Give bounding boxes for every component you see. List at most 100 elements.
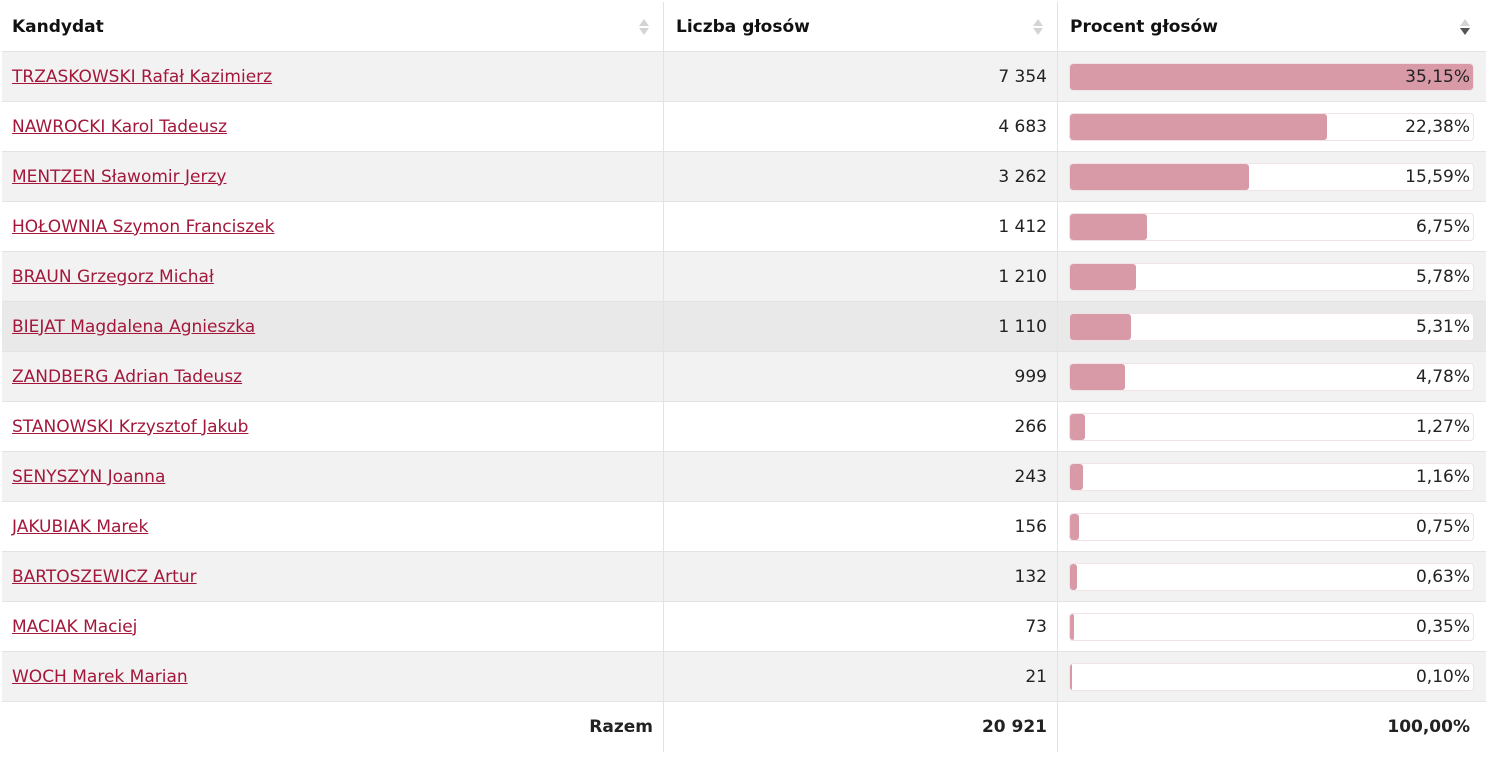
- table-row: HOŁOWNIA Szymon Franciszek 1 412 6,75%: [2, 202, 1486, 252]
- percent-bar-fill: [1070, 563, 1078, 590]
- candidate-link[interactable]: ZANDBERG Adrian Tadeusz: [12, 366, 243, 387]
- header-votes[interactable]: Liczba głosów: [664, 2, 1058, 51]
- votes-cell: 243: [664, 452, 1058, 501]
- candidate-cell: WOCH Marek Marian: [2, 652, 664, 701]
- header-percent[interactable]: Procent głosów: [1058, 2, 1486, 51]
- percent-cell: 15,59%: [1058, 152, 1486, 201]
- percent-bar-fill: [1070, 263, 1137, 290]
- votes-cell: 1 412: [664, 202, 1058, 251]
- percent-bar: 22,38%: [1069, 112, 1474, 141]
- table-row: BIEJAT Magdalena Agnieszka 1 110 5,31%: [2, 302, 1486, 352]
- candidate-link[interactable]: HOŁOWNIA Szymon Franciszek: [12, 216, 275, 237]
- candidate-cell: BIEJAT Magdalena Agnieszka: [2, 302, 664, 351]
- candidate-link[interactable]: MACIAK Maciej: [12, 616, 138, 637]
- percent-bar-fill: [1070, 413, 1085, 440]
- candidate-link[interactable]: SENYSZYN Joanna: [12, 466, 166, 487]
- percent-bar-fill: [1070, 313, 1131, 340]
- votes-cell: 1 210: [664, 252, 1058, 301]
- percent-bar: 1,27%: [1069, 412, 1474, 441]
- percent-bar-fill: [1070, 113, 1327, 140]
- percent-bar-fill: [1070, 363, 1125, 390]
- table-header: Kandydat Liczba głosów Procent głosów: [2, 2, 1486, 52]
- percent-cell: 0,75%: [1058, 502, 1486, 551]
- candidate-link[interactable]: TRZASKOWSKI Rafał Kazimierz: [12, 66, 273, 87]
- table-body: TRZASKOWSKI Rafał Kazimierz 7 354 35,15% NA…: [2, 52, 1486, 702]
- percent-cell: 35,15%: [1058, 52, 1486, 101]
- percent-bar-fill: [1070, 163, 1249, 190]
- votes-cell: 3 262: [664, 152, 1058, 201]
- candidate-cell: TRZASKOWSKI Rafał Kazimierz: [2, 52, 664, 101]
- candidate-link[interactable]: BARTOSZEWICZ Artur: [12, 566, 197, 587]
- table-row: MENTZEN Sławomir Jerzy 3 262 15,59%: [2, 152, 1486, 202]
- percent-cell: 1,16%: [1058, 452, 1486, 501]
- candidate-link[interactable]: WOCH Marek Marian: [12, 666, 188, 687]
- votes-cell: 266: [664, 402, 1058, 451]
- percent-value: 15,59%: [1405, 166, 1470, 187]
- candidate-link[interactable]: BIEJAT Magdalena Agnieszka: [12, 316, 256, 337]
- candidate-cell: STANOWSKI Krzysztof Jakub: [2, 402, 664, 451]
- candidate-link[interactable]: JAKUBIAK Marek: [12, 516, 149, 537]
- percent-bar-fill: [1070, 463, 1084, 490]
- candidate-link[interactable]: BRAUN Grzegorz Michał: [12, 266, 214, 287]
- votes-cell: 156: [664, 502, 1058, 551]
- percent-cell: 6,75%: [1058, 202, 1486, 251]
- percent-value: 0,35%: [1415, 616, 1470, 637]
- percent-cell: 1,27%: [1058, 402, 1486, 451]
- percent-bar: 1,16%: [1069, 462, 1474, 491]
- candidate-link[interactable]: STANOWSKI Krzysztof Jakub: [12, 416, 249, 437]
- sort-descending-icon[interactable]: [1460, 16, 1470, 38]
- header-candidate[interactable]: Kandydat: [2, 2, 664, 51]
- candidate-link[interactable]: NAWROCKI Karol Tadeusz: [12, 116, 228, 137]
- percent-bar-fill: [1070, 663, 1072, 690]
- percent-bar: 0,63%: [1069, 562, 1474, 591]
- header-percent-label: Procent głosów: [1070, 16, 1218, 37]
- percent-value: 5,78%: [1415, 266, 1470, 287]
- candidate-cell: SENYSZYN Joanna: [2, 452, 664, 501]
- table-total-row: Razem 20 921 100,00%: [2, 702, 1486, 752]
- table-row: JAKUBIAK Marek 156 0,75%: [2, 502, 1486, 552]
- percent-value: 35,15%: [1405, 66, 1470, 87]
- percent-value: 6,75%: [1415, 216, 1470, 237]
- percent-bar: 5,78%: [1069, 262, 1474, 291]
- candidate-cell: JAKUBIAK Marek: [2, 502, 664, 551]
- percent-cell: 5,78%: [1058, 252, 1486, 301]
- percent-bar-fill: [1070, 213, 1148, 240]
- header-votes-label: Liczba głosów: [676, 16, 810, 37]
- table-row: WOCH Marek Marian 21 0,10%: [2, 652, 1486, 702]
- votes-cell: 21: [664, 652, 1058, 701]
- table-row: MACIAK Maciej 73 0,35%: [2, 602, 1486, 652]
- table-row: TRZASKOWSKI Rafał Kazimierz 7 354 35,15%: [2, 52, 1486, 102]
- candidate-cell: HOŁOWNIA Szymon Franciszek: [2, 202, 664, 251]
- votes-cell: 1 110: [664, 302, 1058, 351]
- votes-cell: 73: [664, 602, 1058, 651]
- total-label: Razem: [2, 702, 664, 752]
- percent-value: 0,75%: [1415, 516, 1470, 537]
- sort-icon[interactable]: [639, 16, 649, 38]
- candidate-link[interactable]: MENTZEN Sławomir Jerzy: [12, 166, 227, 187]
- percent-bar-fill: [1070, 613, 1075, 640]
- votes-cell: 999: [664, 352, 1058, 401]
- table-row: ZANDBERG Adrian Tadeusz 999 4,78%: [2, 352, 1486, 402]
- table-row: SENYSZYN Joanna 243 1,16%: [2, 452, 1486, 502]
- percent-cell: 4,78%: [1058, 352, 1486, 401]
- candidate-cell: MACIAK Maciej: [2, 602, 664, 651]
- votes-cell: 132: [664, 552, 1058, 601]
- table-row: STANOWSKI Krzysztof Jakub 266 1,27%: [2, 402, 1486, 452]
- percent-bar: 0,10%: [1069, 662, 1474, 691]
- sort-icon[interactable]: [1033, 16, 1043, 38]
- percent-value: 22,38%: [1405, 116, 1470, 137]
- percent-cell: 0,35%: [1058, 602, 1486, 651]
- percent-bar: 5,31%: [1069, 312, 1474, 341]
- percent-value: 1,27%: [1415, 416, 1470, 437]
- percent-bar-fill: [1070, 63, 1473, 90]
- percent-cell: 0,63%: [1058, 552, 1486, 601]
- percent-bar: 6,75%: [1069, 212, 1474, 241]
- percent-cell: 5,31%: [1058, 302, 1486, 351]
- percent-cell: 0,10%: [1058, 652, 1486, 701]
- percent-value: 1,16%: [1415, 466, 1470, 487]
- candidate-cell: NAWROCKI Karol Tadeusz: [2, 102, 664, 151]
- candidate-cell: BARTOSZEWICZ Artur: [2, 552, 664, 601]
- header-candidate-label: Kandydat: [12, 16, 104, 37]
- votes-cell: 7 354: [664, 52, 1058, 101]
- percent-bar-fill: [1070, 513, 1079, 540]
